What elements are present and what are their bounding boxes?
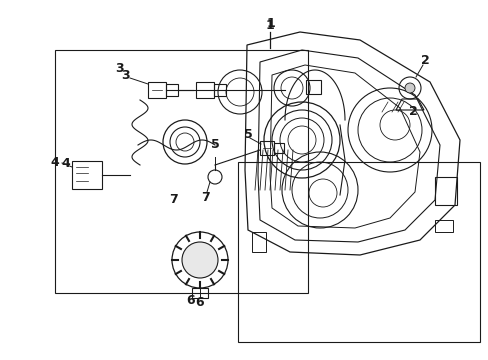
Bar	[196, 82, 214, 98]
Bar	[434, 177, 456, 205]
Bar	[214, 84, 225, 96]
Text: 2: 2	[420, 54, 428, 67]
Bar	[72, 161, 102, 189]
Bar	[305, 80, 320, 94]
Circle shape	[182, 242, 218, 278]
Bar	[148, 82, 165, 98]
Text: 7: 7	[169, 193, 178, 206]
Text: 6: 6	[195, 296, 204, 309]
Text: 4: 4	[51, 156, 59, 168]
Text: 1: 1	[266, 17, 275, 30]
Text: 6: 6	[186, 294, 195, 307]
Bar	[273, 143, 284, 153]
Text: 5: 5	[243, 127, 252, 140]
Text: 4: 4	[61, 157, 70, 170]
Text: 2: 2	[408, 105, 417, 118]
Text: 1: 1	[265, 18, 274, 32]
Text: 5: 5	[210, 138, 219, 150]
Bar	[192, 288, 207, 298]
Circle shape	[404, 83, 414, 93]
Bar	[434, 220, 452, 232]
Text: 3: 3	[115, 62, 124, 75]
Bar	[251, 232, 265, 252]
Bar	[165, 84, 178, 96]
Text: 3: 3	[121, 68, 129, 81]
Bar	[260, 141, 273, 155]
Text: 7: 7	[200, 190, 209, 203]
